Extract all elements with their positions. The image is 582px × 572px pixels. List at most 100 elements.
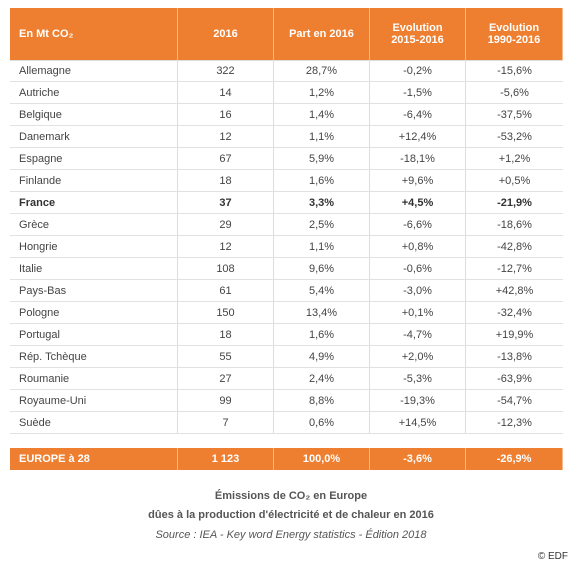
table-cell: -0,2% (370, 60, 466, 82)
table-header: En Mt CO₂ 2016 Part en 2016 Evolution 2015-… (10, 8, 563, 60)
table-row: France 37 3,3% +4,5% -21,9% (10, 192, 563, 214)
table-row: Danemark 12 1,1% +12,4% -53,2% (10, 126, 563, 148)
table-cell: Royaume-Uni (10, 390, 178, 412)
table-cell: 2,5% (274, 214, 370, 236)
table-row: Pays-Bas 61 5,4% -3,0% +42,8% (10, 280, 563, 302)
table-cell: -18,1% (370, 148, 466, 170)
table-row: Rép. Tchèque 55 4,9% +2,0% -13,8% (10, 346, 563, 368)
table-cell: 99 (178, 390, 274, 412)
table-cell: 16 (178, 104, 274, 126)
table-cell: -42,8% (466, 236, 563, 258)
table-cell: Espagne (10, 148, 178, 170)
table-cell: -0,6% (370, 258, 466, 280)
table-cell: Evolution 1990-2016 (466, 8, 563, 60)
table-row: Suède 7 0,6% +14,5% -12,3% (10, 412, 563, 434)
table-cell: -5,3% (370, 368, 466, 390)
table-cell: -1,5% (370, 82, 466, 104)
table-cell: Portugal (10, 324, 178, 346)
table-cell: -3,0% (370, 280, 466, 302)
table-cell: +4,5% (370, 192, 466, 214)
table-cell: Evolution 2015-2016 (370, 8, 466, 60)
table-cell: 29 (178, 214, 274, 236)
table-cell: 7 (178, 412, 274, 434)
table-cell: +1,2% (466, 148, 563, 170)
table-cell: 2,4% (274, 368, 370, 390)
table-cell: 4,9% (274, 346, 370, 368)
table: En Mt CO₂ 2016 Part en 2016 Evolution 2015-… (10, 8, 563, 470)
table-cell: -12,3% (466, 412, 563, 434)
table-cell: Grèce (10, 214, 178, 236)
table-cell: 100,0% (274, 448, 370, 470)
table-cell: 13,4% (274, 302, 370, 324)
table-row: Italie 108 9,6% -0,6% -12,7% (10, 258, 563, 280)
table-cell: 55 (178, 346, 274, 368)
table-cell: 37 (178, 192, 274, 214)
table-cell: Pays-Bas (10, 280, 178, 302)
table-cell: 9,6% (274, 258, 370, 280)
table-cell: -12,7% (466, 258, 563, 280)
table-cell: +19,9% (466, 324, 563, 346)
table-cell: 1,2% (274, 82, 370, 104)
table-row: Royaume-Uni 99 8,8% -19,3% -54,7% (10, 390, 563, 412)
table-cell: 322 (178, 60, 274, 82)
table-cell: -6,4% (370, 104, 466, 126)
table-cell: -54,7% (466, 390, 563, 412)
table-row: Finlande 18 1,6% +9,6% +0,5% (10, 170, 563, 192)
table-cell: -3,6% (370, 448, 466, 470)
table-cell: +14,5% (370, 412, 466, 434)
table-cell: -53,2% (466, 126, 563, 148)
table-cell: 12 (178, 236, 274, 258)
table-cell: +2,0% (370, 346, 466, 368)
table-body: Allemagne 322 28,7% -0,2% -15,6% Autriche 14 1,… (10, 60, 563, 434)
table-cell: 2016 (178, 8, 274, 60)
table-cell: 1,4% (274, 104, 370, 126)
table-cell: 5,9% (274, 148, 370, 170)
table-cell: -13,8% (466, 346, 563, 368)
table-cell: -26,9% (466, 448, 563, 470)
total-row: EUROPE à 28 1 123 100,0% -3,6% -26,9% (10, 448, 563, 470)
table-cell: -63,9% (466, 368, 563, 390)
table-cell: EUROPE à 28 (10, 448, 178, 470)
table-row: Pologne 150 13,4% +0,1% -32,4% (10, 302, 563, 324)
table-cell: Autriche (10, 82, 178, 104)
table-cell: Danemark (10, 126, 178, 148)
table-cell: 14 (178, 82, 274, 104)
table-row: Hongrie 12 1,1% +0,8% -42,8% (10, 236, 563, 258)
table-cell: 1 123 (178, 448, 274, 470)
table-cell: Roumanie (10, 368, 178, 390)
table-cell: +9,6% (370, 170, 466, 192)
table-cell: France (10, 192, 178, 214)
table-cell: Pologne (10, 302, 178, 324)
table-cell: +12,4% (370, 126, 466, 148)
table-row: Portugal 18 1,6% -4,7% +19,9% (10, 324, 563, 346)
table-cell: 5,4% (274, 280, 370, 302)
table-cell: 1,1% (274, 126, 370, 148)
caption-source: Source : IEA - Key word Energy statistic… (155, 529, 427, 541)
table-cell: +0,5% (466, 170, 563, 192)
table-cell: 67 (178, 148, 274, 170)
table-cell: +0,1% (370, 302, 466, 324)
table-cell: Italie (10, 258, 178, 280)
caption-subtitle: dûes à la production d'électricité et de… (148, 509, 434, 521)
table-cell: 27 (178, 368, 274, 390)
table-row: Espagne 67 5,9% -18,1% +1,2% (10, 148, 563, 170)
table-row: Autriche 14 1,2% -1,5% -5,6% (10, 82, 563, 104)
table-cell: 1,6% (274, 324, 370, 346)
table-cell: +0,8% (370, 236, 466, 258)
table-cell: En Mt CO₂ (10, 8, 178, 60)
table-cell: 18 (178, 170, 274, 192)
table-cell: 18 (178, 324, 274, 346)
table-cell: -15,6% (466, 60, 563, 82)
table-cell: 0,6% (274, 412, 370, 434)
caption-title: Émissions de CO₂ en Europe (214, 490, 368, 502)
table-cell: Hongrie (10, 236, 178, 258)
table-cell: Part en 2016 (274, 8, 370, 60)
table-cell: -32,4% (466, 302, 563, 324)
table-cell: 150 (178, 302, 274, 324)
table-total: EUROPE à 28 1 123 100,0% -3,6% -26,9% (10, 448, 563, 470)
table-row: Belgique 16 1,4% -6,4% -37,5% (10, 104, 563, 126)
credit: © EDF (537, 551, 568, 562)
table-cell: 28,7% (274, 60, 370, 82)
table-cell: -18,6% (466, 214, 563, 236)
